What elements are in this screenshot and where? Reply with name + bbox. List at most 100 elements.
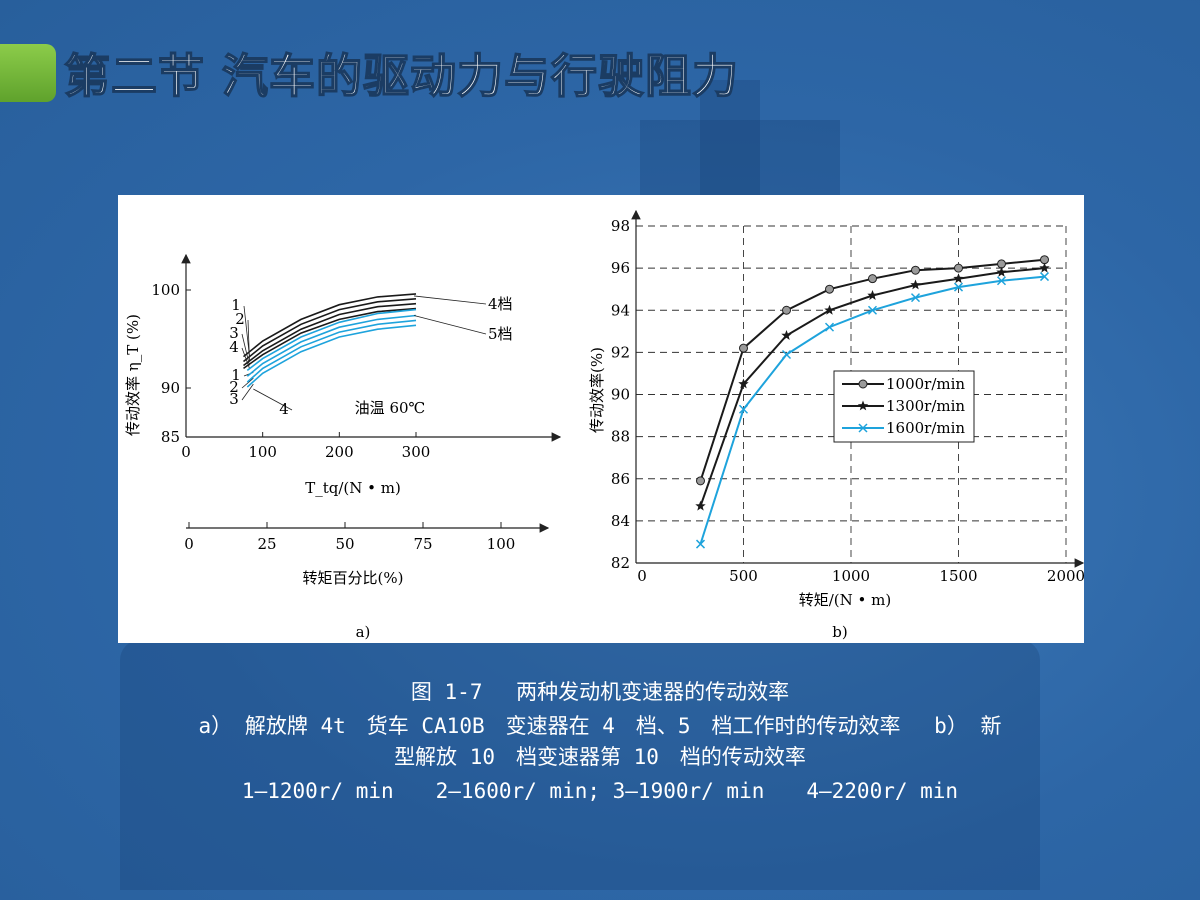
panel-a-leader-line — [253, 388, 293, 411]
legend-label: 1000r/min — [886, 375, 965, 393]
background-machine-shape — [700, 80, 760, 200]
panel-a-series-line — [243, 302, 417, 367]
panel-b-x-tick-label: 2000 — [1047, 567, 1084, 585]
panel-a-secondary-tick-label: 0 — [184, 535, 194, 553]
panel-a-x-tick-label: 300 — [402, 443, 431, 461]
legend-label: 1600r/min — [886, 419, 965, 437]
marker-circle — [868, 274, 877, 284]
panel-a-y-tick-label: 85 — [161, 428, 180, 446]
panel-a-x-tick-label: 100 — [248, 443, 277, 461]
panel-b-x-tick-label: 0 — [637, 567, 647, 585]
panel-a-secondary-tick-label: 50 — [335, 535, 354, 553]
panel-a-leader-line — [241, 347, 250, 369]
marker-x — [695, 539, 706, 549]
panel-b-y-tick-label: 90 — [611, 386, 630, 404]
marker-x — [953, 282, 964, 292]
marker-star — [695, 500, 706, 511]
panel-a-curve-label: 1 — [231, 296, 241, 314]
marker-x — [824, 322, 835, 332]
marker-x — [996, 276, 1007, 286]
panel-a-secondary-label: 转矩百分比(%) — [303, 569, 404, 587]
panel-b-y-tick-label: 96 — [611, 259, 630, 277]
marker-star — [953, 273, 964, 284]
panel-a-leader-line — [241, 377, 254, 389]
panel-a-curve-label: 3 — [229, 324, 239, 342]
marker-star — [857, 400, 869, 411]
panel-b-y-tick-label: 98 — [611, 217, 630, 235]
marker-star — [824, 304, 835, 315]
panel-b-x-tick-label: 500 — [729, 567, 758, 585]
marker-x — [781, 349, 792, 360]
caption-line-4: 1—1200r/ min 2—1600r/ min; 3—1900r/ min … — [241, 779, 959, 803]
marker-star — [910, 279, 921, 290]
marker-x — [910, 293, 921, 303]
panel-a-caption: a) — [356, 623, 371, 641]
marker-star — [781, 330, 792, 340]
marker-star — [867, 290, 878, 300]
panel-a-y-tick-label: 90 — [161, 379, 180, 397]
panel-a-y-label: 传动效率 η_T (%) — [124, 314, 142, 436]
panel-b-caption: b) — [832, 623, 847, 641]
marker-star — [1039, 262, 1050, 273]
panel-b-y-tick-label: 88 — [611, 428, 630, 446]
panel-a-curve-label: 2 — [229, 378, 239, 396]
panel-a-leader-line — [241, 383, 254, 401]
panel-b-y-label: 传动效率(%) — [588, 347, 606, 433]
marker-star — [738, 378, 749, 389]
marker-circle — [1040, 255, 1049, 265]
panel-b-y-tick-label: 86 — [611, 470, 630, 488]
marker-star — [996, 266, 1007, 277]
background-machine-shape — [640, 120, 840, 200]
panel-a-leader-line — [247, 319, 250, 362]
panel-a-y-tick-label: 100 — [151, 281, 180, 299]
panel-b-x-label: 转矩/(N • m) — [799, 591, 892, 609]
panel-b-x-tick-label: 1500 — [939, 567, 977, 585]
panel-a-x-tick-label: 200 — [325, 443, 354, 461]
marker-circle — [696, 476, 705, 486]
panel-a-leader-line — [241, 333, 250, 366]
panel-a-curve-label: 3 — [229, 390, 239, 408]
panel-a-series-line — [246, 308, 417, 372]
marker-circle — [954, 263, 963, 273]
caption-line-1: 图 1-7 两种发动机变速器的传动效率 — [410, 680, 790, 704]
panel-b-y-tick-label: 82 — [611, 554, 630, 572]
marker-x — [738, 404, 749, 414]
marker-circle — [739, 343, 748, 353]
marker-circle — [911, 265, 920, 275]
background-machine-shape — [120, 640, 1040, 890]
panel-a-x-label: T_tq/(N • m) — [305, 479, 401, 497]
panel-a-series-line — [246, 314, 417, 377]
panel-a-ticks: 0 100 200 300 85 90 100 — [151, 281, 430, 461]
marker-circle — [825, 284, 834, 294]
panel-b-ticks: 0 500 1000 1500 2000 82 84 86 88 90 92 94 96 98 — [611, 217, 1085, 585]
panel-a-x-tick-label: 0 — [181, 443, 191, 461]
panel-a-secondary-tick-label: 25 — [257, 535, 276, 553]
caption-line-2: a） 解放牌 4t 货车 CA10B 变速器在 4 档、5 档工作时的传动效率 … — [198, 714, 1002, 738]
panel-a-secondary-tick-label: 75 — [413, 535, 432, 553]
marker-x — [867, 305, 878, 315]
marker-circle — [858, 379, 868, 389]
panel-a-secondary-tick-label: 100 — [487, 535, 516, 553]
panel-a-curve-label: 1 — [231, 366, 241, 384]
group-label-5-leader — [413, 315, 487, 335]
panel-b-y-tick-label: 84 — [611, 512, 630, 530]
panel-b-legend: 1000r/min 1300r/min 1600r/min — [833, 370, 975, 443]
panel-a-series-line — [242, 293, 417, 358]
panel-a-series-line — [246, 324, 417, 388]
legend-label: 1300r/min — [886, 397, 965, 415]
group-label-4-leader — [413, 295, 487, 305]
marker-x — [1039, 272, 1050, 282]
panel-a-annotation: 油温 60℃ — [355, 399, 426, 417]
group-label-5: 5档 — [488, 325, 513, 343]
panel-a-leader-line — [243, 305, 250, 357]
slide-title: 第二节 汽车的驱动力与行驶阻力 — [63, 48, 740, 104]
panel-a-series-line — [242, 298, 417, 363]
caption-line-3: 型解放 10 档变速器第 10 档的传动效率 — [394, 745, 806, 769]
panel-a-curve-label: 2 — [235, 310, 245, 328]
figure-panel: 0 100 200 300 85 90 100 传动效率 η_T (%) T_tq/(N •… — [118, 195, 1085, 643]
group-label-4: 4档 — [488, 295, 513, 313]
panel-b-x-tick-label: 1000 — [832, 567, 870, 585]
panel-b-y-tick-label: 94 — [611, 301, 630, 319]
